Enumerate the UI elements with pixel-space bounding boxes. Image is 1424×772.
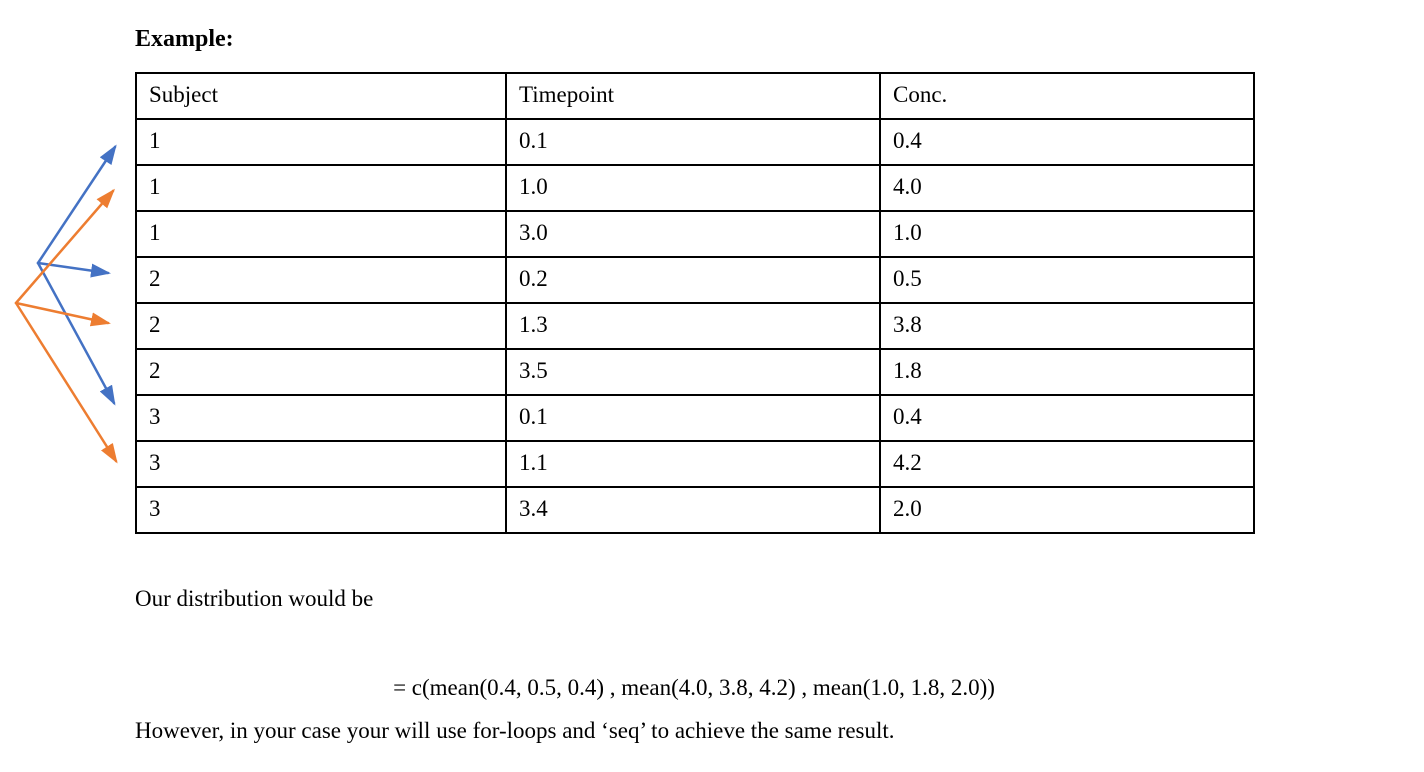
table-cell: 3.5 <box>505 348 881 396</box>
arrow-annotations <box>14 144 118 464</box>
table-header-conc: Conc. <box>879 72 1255 120</box>
table-cell: 0.1 <box>505 394 881 442</box>
table-row: 3 1.1 4.2 <box>135 440 1255 488</box>
table-row: 3 0.1 0.4 <box>135 394 1255 442</box>
table-header-row: Subject Timepoint Conc. <box>135 72 1255 120</box>
table-cell: 4.0 <box>879 164 1255 212</box>
table-row: 2 3.5 1.8 <box>135 348 1255 396</box>
table-cell: 2 <box>135 256 507 304</box>
table-header-subject: Subject <box>135 72 507 120</box>
note-text: However, in your case your will use for-… <box>135 718 895 743</box>
table-cell: 1 <box>135 210 507 258</box>
table-header-timepoint: Timepoint <box>505 72 881 120</box>
table-cell: 1.0 <box>879 210 1255 258</box>
blue-arrow-row1 <box>36 144 117 265</box>
orange-arrow-row8 <box>14 301 118 464</box>
table-cell: 2 <box>135 302 507 350</box>
table-cell: 0.5 <box>879 256 1255 304</box>
blue-arrow-row7 <box>36 261 116 406</box>
formula-text: = c(mean(0.4, 0.5, 0.4) , mean(4.0, 3.8,… <box>393 675 995 700</box>
table-cell: 3.0 <box>505 210 881 258</box>
distribution-text: Our distribution would be <box>135 586 374 611</box>
table-row: 1 3.0 1.0 <box>135 210 1255 258</box>
table-row: 1 0.1 0.4 <box>135 118 1255 166</box>
table-cell: 3.4 <box>505 486 881 534</box>
table-cell: 1 <box>135 118 507 166</box>
table-cell: 1 <box>135 164 507 212</box>
table-row: 2 1.3 3.8 <box>135 302 1255 350</box>
table-cell: 0.4 <box>879 118 1255 166</box>
table-cell: 4.2 <box>879 440 1255 488</box>
table-cell: 3 <box>135 394 507 442</box>
table-cell: 1.8 <box>879 348 1255 396</box>
blue-arrows <box>36 144 117 406</box>
table-cell: 1.1 <box>505 440 881 488</box>
table-cell: 2.0 <box>879 486 1255 534</box>
table-body: 1 0.1 0.4 1 1.0 4.0 1 3.0 1.0 2 0.2 0.5 2 1.3 3.8 2 3.5 1… <box>135 118 1255 534</box>
example-heading: Example: <box>135 26 234 52</box>
table-cell: 1.3 <box>505 302 881 350</box>
table-cell: 0.2 <box>505 256 881 304</box>
orange-arrow-row5 <box>14 301 111 327</box>
orange-arrow-row2 <box>14 188 115 305</box>
table-cell: 3.8 <box>879 302 1255 350</box>
table-cell: 0.1 <box>505 118 881 166</box>
orange-arrows <box>14 188 118 464</box>
table-cell: 3 <box>135 440 507 488</box>
example-table: Subject Timepoint Conc. 1 0.1 0.4 1 1.0 4.0 1 3… <box>135 72 1255 534</box>
table-row: 1 1.0 4.0 <box>135 164 1255 212</box>
table-cell: 2 <box>135 348 507 396</box>
table-cell: 0.4 <box>879 394 1255 442</box>
table-row: 3 3.4 2.0 <box>135 486 1255 534</box>
table-cell: 1.0 <box>505 164 881 212</box>
table-row: 2 0.2 0.5 <box>135 256 1255 304</box>
table-cell: 3 <box>135 486 507 534</box>
